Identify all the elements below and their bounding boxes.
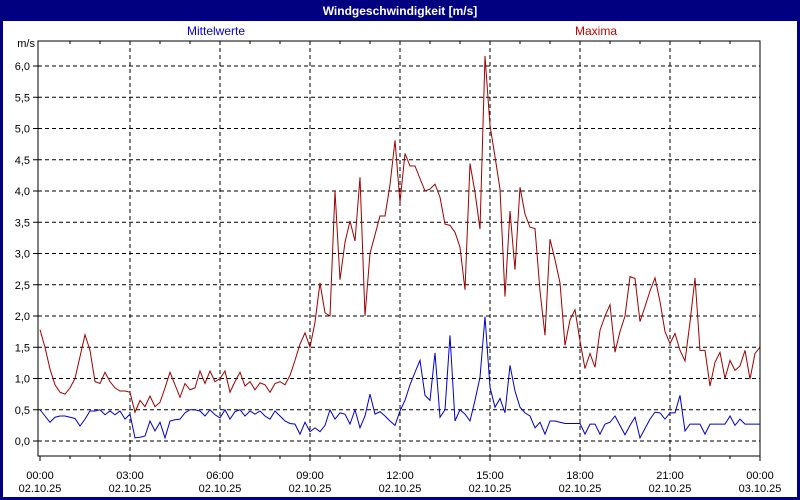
x-tick-date-label: 02.10.25 — [289, 483, 332, 495]
x-tick-time-label: 00:00 — [26, 470, 54, 482]
x-tick-time-label: 15:00 — [476, 470, 504, 482]
title-bar: Windgeschwindigkeit [m/s] — [0, 0, 800, 21]
legend-mittelwerte-label: Mittelwerte — [186, 24, 246, 38]
x-tick-date-label: 02.10.25 — [199, 483, 242, 495]
y-tick-label: 0,5 — [15, 405, 30, 417]
x-tick-date-label: 02.10.25 — [379, 483, 422, 495]
x-tick-time-label: 12:00 — [386, 470, 414, 482]
y-tick-label: 2,0 — [15, 311, 30, 323]
y-tick-label: 5,5 — [15, 92, 30, 104]
y-tick-label: 6,0 — [15, 61, 30, 73]
y-tick-label: 4,0 — [15, 186, 30, 198]
x-tick-time-label: 18:00 — [566, 470, 594, 482]
x-tick-date-label: 02.10.25 — [19, 483, 62, 495]
x-tick-time-label: 09:00 — [296, 470, 324, 482]
x-tick-date-label: 02.10.25 — [469, 483, 512, 495]
x-tick-date-label: 02.10.25 — [109, 483, 152, 495]
y-tick-label: 3,0 — [15, 249, 30, 261]
x-tick-date-label: 02.10.25 — [559, 483, 602, 495]
window-title: Windgeschwindigkeit [m/s] — [322, 4, 478, 18]
x-tick-date-label: 03.10.25 — [739, 483, 782, 495]
y-tick-label: 1,5 — [15, 342, 30, 354]
x-tick-time-label: 00:00 — [746, 470, 774, 482]
y-tick-label: 0,0 — [15, 436, 30, 448]
x-tick-date-label: 02.10.25 — [649, 483, 692, 495]
legend-maxima-label: Maxima — [574, 24, 618, 38]
x-tick-time-label: 03:00 — [116, 470, 144, 482]
x-tick-time-label: 21:00 — [656, 470, 684, 482]
plot-border — [37, 40, 761, 457]
y-axis-unit-label: m/s — [17, 38, 35, 50]
y-tick-label: 5,0 — [15, 124, 30, 136]
series-line-maxima — [39, 55, 761, 414]
y-tick-label: 3,5 — [15, 217, 30, 229]
series-line-mittelwerte — [39, 316, 760, 440]
x-tick-time-label: 06:00 — [206, 470, 234, 482]
y-tick-label: 1,0 — [15, 374, 30, 386]
y-tick-label: 2,5 — [15, 280, 30, 292]
y-tick-label: 4,5 — [15, 155, 30, 167]
